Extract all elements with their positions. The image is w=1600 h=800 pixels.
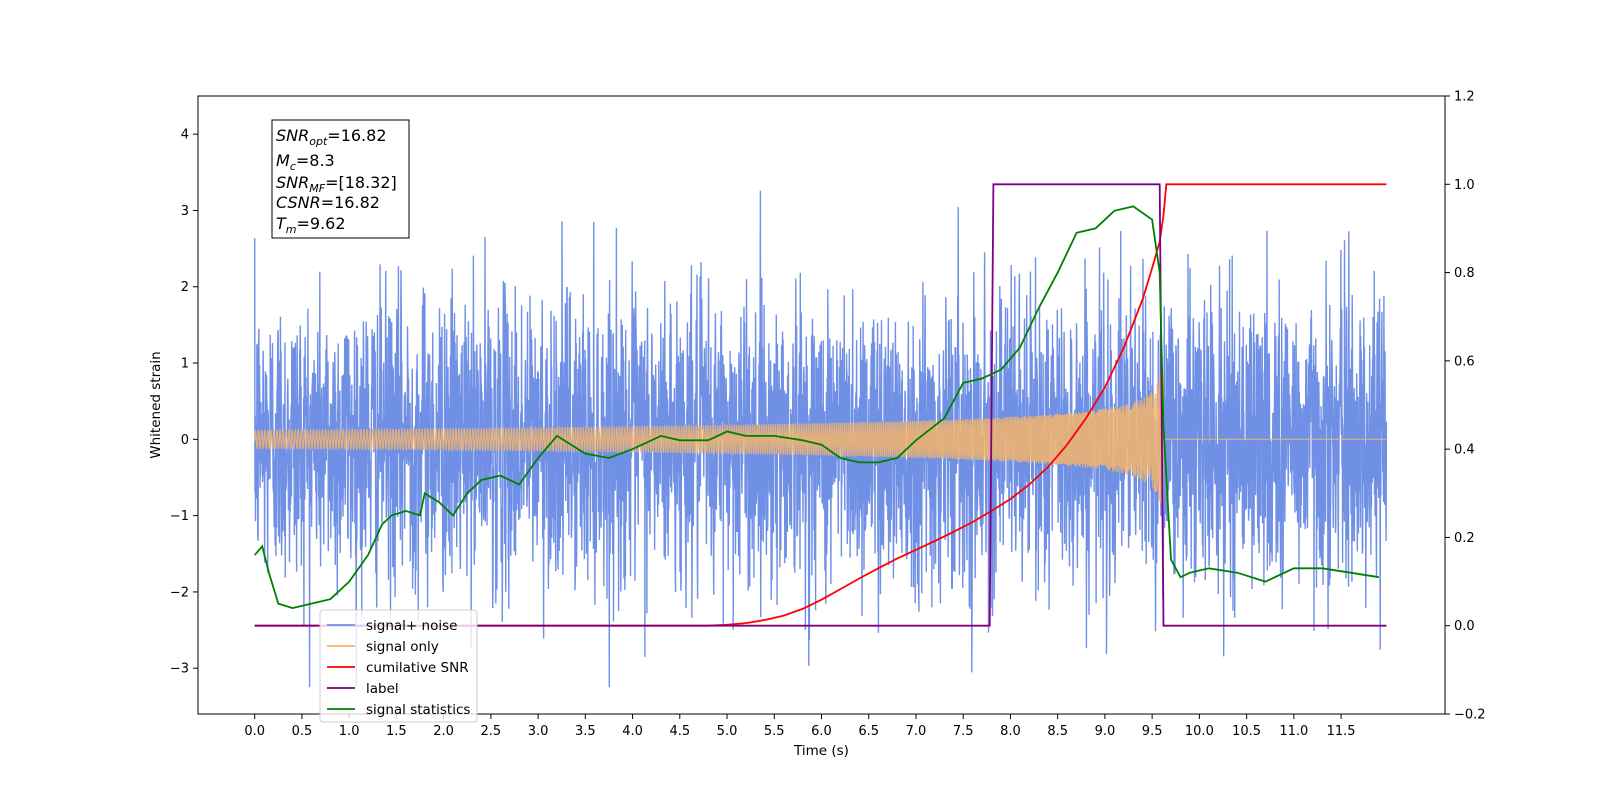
right-y-tick-label: 1.0 bbox=[1454, 178, 1475, 193]
mc-value: =8.3 bbox=[296, 151, 335, 170]
y-axis-label: Whitened strain bbox=[148, 351, 164, 458]
right-y-axis-ticks: −0.2 0.0 0.2 0.4 0.6 0.8 1.0 1.2 bbox=[1445, 90, 1486, 723]
right-y-tick-label: 0.0 bbox=[1454, 619, 1475, 634]
x-tick-label: 4.0 bbox=[622, 724, 643, 739]
legend-label: cumilative SNR bbox=[366, 660, 469, 676]
right-y-tick-label: 0.8 bbox=[1454, 266, 1475, 281]
annotation-snr-opt: SNRopt=16.82 bbox=[276, 126, 387, 148]
label-line bbox=[254, 183, 1387, 627]
annotation-mc: Mc=8.3 bbox=[276, 151, 335, 173]
legend-item: signal statistics bbox=[327, 702, 470, 718]
plot-content bbox=[254, 183, 1388, 688]
snr-mf-value: =[18.32] bbox=[325, 173, 397, 192]
x-tick-label: 10.5 bbox=[1232, 724, 1261, 739]
legend-label: label bbox=[366, 681, 399, 697]
csnr-value: =16.82 bbox=[321, 193, 380, 212]
annotation-csnr: CSNR=16.82 bbox=[276, 193, 380, 212]
line-series bbox=[254, 183, 1387, 627]
x-tick-label: 2.0 bbox=[433, 724, 454, 739]
left-y-tick-label: 4 bbox=[181, 128, 189, 143]
x-tick-label: 7.5 bbox=[953, 724, 974, 739]
x-axis-ticks: 0.0 0.5 1.0 1.5 2.0 2.5 3.0 3.5 4.0 4.5 5.0 5.5 6.0 6… bbox=[244, 714, 1356, 739]
x-tick-label: 11.5 bbox=[1327, 724, 1356, 739]
x-tick-label: 9.0 bbox=[1095, 724, 1116, 739]
legend-item: signal only bbox=[327, 639, 439, 655]
x-tick-label: 2.5 bbox=[481, 724, 502, 739]
x-tick-label: 3.5 bbox=[575, 724, 596, 739]
legend-box bbox=[319, 609, 478, 723]
left-y-axis-ticks: −3 −2 −1 0 1 2 3 4 bbox=[170, 128, 198, 677]
right-y-tick-label: 1.2 bbox=[1454, 90, 1475, 105]
right-y-tick-label: 0.6 bbox=[1454, 354, 1475, 369]
x-tick-label: 7.0 bbox=[906, 724, 927, 739]
left-y-tick-label: 2 bbox=[181, 280, 189, 295]
right-y-tick-label: −0.2 bbox=[1454, 708, 1486, 723]
legend-label: signal statistics bbox=[366, 702, 470, 718]
x-tick-label: 5.0 bbox=[717, 724, 738, 739]
x-tick-label: 6.0 bbox=[811, 724, 832, 739]
x-tick-label: 11.0 bbox=[1279, 724, 1308, 739]
x-tick-label: 1.0 bbox=[339, 724, 360, 739]
signal-noise-line bbox=[254, 190, 1388, 688]
left-y-tick-label: 3 bbox=[181, 204, 189, 219]
left-y-tick-label: −1 bbox=[170, 509, 189, 524]
left-y-tick-label: −3 bbox=[170, 662, 189, 677]
snr-opt-value: =16.82 bbox=[327, 126, 386, 145]
left-y-tick-label: 1 bbox=[181, 357, 189, 372]
right-y-tick-label: 0.4 bbox=[1454, 443, 1475, 458]
tm-value: =9.62 bbox=[297, 214, 346, 233]
signal-noise-series bbox=[254, 190, 1388, 688]
left-y-tick-label: −2 bbox=[170, 585, 189, 600]
x-tick-label: 6.5 bbox=[858, 724, 879, 739]
x-tick-label: 8.5 bbox=[1047, 724, 1068, 739]
legend: signal+ noise signal only cumilative SNR la… bbox=[319, 609, 478, 723]
annotation-box: SNRopt=16.82 Mc=8.3 SNRMF=[18.32] CSNR=1… bbox=[271, 119, 410, 239]
cumilative-snr-line bbox=[254, 183, 1387, 627]
signal-statistics-line bbox=[254, 205, 1380, 610]
x-tick-label: 9.5 bbox=[1142, 724, 1163, 739]
x-tick-label: 1.5 bbox=[386, 724, 407, 739]
right-y-tick-label: 0.2 bbox=[1454, 531, 1475, 546]
legend-label: signal+ noise bbox=[366, 618, 457, 634]
x-tick-label: 5.5 bbox=[764, 724, 785, 739]
legend-item: signal+ noise bbox=[327, 618, 457, 634]
annotation-snr-mf: SNRMF=[18.32] bbox=[276, 173, 397, 195]
x-tick-label: 0.0 bbox=[244, 724, 265, 739]
x-axis-label: Time (s) bbox=[793, 743, 849, 759]
annotation-tm: Tm=9.62 bbox=[276, 214, 346, 236]
signal-only-line bbox=[254, 372, 1387, 518]
x-tick-label: 10.0 bbox=[1185, 724, 1214, 739]
legend-item: label bbox=[327, 681, 399, 697]
signal-only-series bbox=[254, 372, 1387, 518]
left-y-tick-label: 0 bbox=[181, 433, 189, 448]
x-tick-label: 8.0 bbox=[1000, 724, 1021, 739]
legend-label: signal only bbox=[366, 639, 439, 655]
x-tick-label: 4.5 bbox=[669, 724, 690, 739]
legend-item: cumilative SNR bbox=[327, 660, 469, 676]
x-tick-label: 3.0 bbox=[528, 724, 549, 739]
x-tick-label: 0.5 bbox=[292, 724, 313, 739]
